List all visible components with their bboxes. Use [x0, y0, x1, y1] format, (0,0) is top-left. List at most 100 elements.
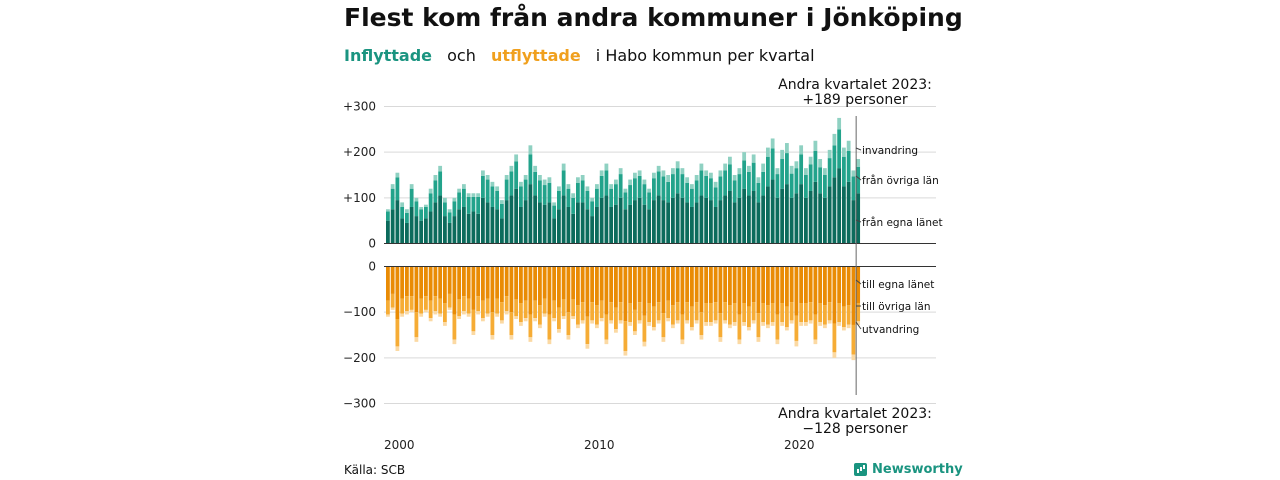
outflow-bar-utvandring — [590, 320, 595, 324]
inflow-bar-ovriga — [637, 175, 642, 198]
outflow-segment-label: utvandring — [862, 324, 919, 336]
x-axis-label: 2000 — [384, 438, 415, 452]
outflow-bar-ovriga — [419, 298, 424, 314]
inflow-bar-egna — [566, 206, 571, 244]
outflow-bar-egna — [737, 266, 742, 315]
inflow-bar-invandring — [846, 140, 851, 151]
outflow-bar-egna — [728, 266, 732, 306]
outflow-bar-ovriga — [509, 312, 514, 335]
outflow-bar-egna — [585, 266, 590, 317]
inflow-bar-egna — [623, 209, 628, 244]
outflow-bar-utvandring — [794, 340, 799, 347]
inflow-bar-egna — [542, 204, 547, 244]
inflow-bar-invandring — [509, 165, 514, 172]
inflow-bar-ovriga — [813, 150, 818, 182]
inflow-bar-invandring — [490, 181, 495, 187]
outflow-bar-utvandring — [751, 320, 756, 324]
inflow-bar-ovriga — [694, 180, 699, 203]
outflow-bar-utvandring — [723, 320, 728, 324]
outflow-bar-egna — [718, 266, 723, 314]
outflow-bar-egna — [604, 266, 609, 315]
outflow-bar-utvandring — [808, 320, 813, 324]
inflow-bar-invandring — [476, 193, 481, 197]
outflow-bar-egna — [671, 266, 675, 306]
outflow-label-leader — [855, 321, 862, 330]
inflow-bar-invandring — [713, 181, 718, 188]
inflow-bar-ovriga — [808, 164, 813, 191]
inflow-bar-egna — [504, 200, 509, 244]
inflow-bar-invandring — [585, 186, 590, 191]
outflow-bar-egna — [713, 266, 718, 303]
inflow-bar-egna — [519, 206, 523, 244]
outflow-bar-egna — [799, 266, 804, 304]
subtitle-inflyttade: Inflyttade — [344, 46, 433, 65]
outflow-bar-utvandring — [599, 318, 604, 322]
inflow-bar-ovriga — [856, 166, 861, 194]
outflow-bar-utvandring — [457, 316, 462, 320]
outflow-bar-ovriga — [471, 309, 476, 332]
inflow-bar-ovriga — [414, 201, 419, 217]
inflow-bar-ovriga — [666, 181, 671, 203]
outflow-bar-egna — [504, 266, 509, 297]
outflow-bar-utvandring — [799, 322, 804, 326]
inflow-bar-ovriga — [799, 154, 804, 185]
outflow-bar-ovriga — [476, 296, 481, 312]
inflow-bar-ovriga — [704, 175, 709, 198]
inflow-bar-ovriga — [766, 156, 770, 187]
inflow-bar-egna — [756, 202, 761, 244]
inflow-bar-ovriga — [528, 154, 533, 185]
outflow-bar-egna — [490, 266, 495, 313]
inflow-bar-ovriga — [599, 175, 604, 198]
outflow-bar-utvandring — [433, 311, 438, 315]
outflow-bar-ovriga — [737, 314, 742, 340]
inflow-bar-ovriga — [386, 211, 390, 221]
outflow-bar-ovriga — [761, 303, 766, 323]
inflow-bar-egna — [804, 197, 808, 244]
inflow-bar-invandring — [395, 172, 400, 178]
outflow-bar-utvandring — [452, 339, 457, 345]
outflow-bar-utvandring — [728, 324, 732, 329]
outflow-bar-utvandring — [842, 327, 846, 331]
inflow-bar-egna — [694, 202, 699, 244]
outflow-bar-egna — [599, 266, 604, 301]
outflow-bar-egna — [428, 266, 433, 301]
inflow-bar-egna — [599, 197, 604, 244]
outflow-bar-ovriga — [690, 306, 694, 328]
outflow-bar-utvandring — [395, 346, 400, 351]
outflow-bar-egna — [580, 266, 585, 303]
inflow-bar-egna — [400, 218, 405, 244]
outflow-bar-utvandring — [561, 316, 566, 320]
inflow-bar-ovriga — [519, 186, 523, 207]
annotation-bottom-line2: −128 personer — [802, 421, 908, 437]
outflow-bar-egna — [452, 266, 457, 315]
inflow-bar-egna — [609, 206, 614, 244]
outflow-bar-ovriga — [709, 303, 713, 323]
outflow-bar-ovriga — [576, 305, 580, 325]
outflow-bar-ovriga — [728, 305, 732, 325]
inflow-bar-egna — [386, 220, 390, 244]
inflow-bar-invandring — [837, 117, 842, 130]
inflow-bar-ovriga — [547, 182, 552, 203]
inflow-bar-ovriga — [485, 179, 490, 203]
outflow-bar-ovriga — [633, 309, 637, 332]
inflow-bar-ovriga — [756, 182, 761, 203]
inflow-bar-invandring — [666, 175, 671, 182]
inflow-bar-invandring — [704, 170, 709, 176]
outflow-bar-ovriga — [713, 302, 718, 321]
inflow-bar-egna — [851, 200, 856, 244]
outflow-bar-ovriga — [462, 296, 466, 312]
newsworthy-logo: Newsworthy — [854, 462, 963, 477]
outflow-bar-utvandring — [386, 314, 390, 317]
inflow-bar-ovriga — [713, 187, 718, 207]
inflow-bar-invandring — [647, 188, 652, 193]
inflow-bar-egna — [414, 216, 419, 244]
inflow-label-leader — [855, 219, 862, 223]
inflow-bar-ovriga — [642, 184, 647, 205]
outflow-bar-utvandring — [647, 322, 652, 326]
inflow-bar-invandring — [799, 145, 804, 155]
outflow-bar-ovriga — [770, 303, 775, 323]
inflow-bar-invandring — [742, 152, 747, 161]
inflow-bar-ovriga — [690, 188, 694, 207]
inflow-bar-ovriga — [471, 196, 476, 212]
outflow-bar-egna — [832, 266, 837, 324]
